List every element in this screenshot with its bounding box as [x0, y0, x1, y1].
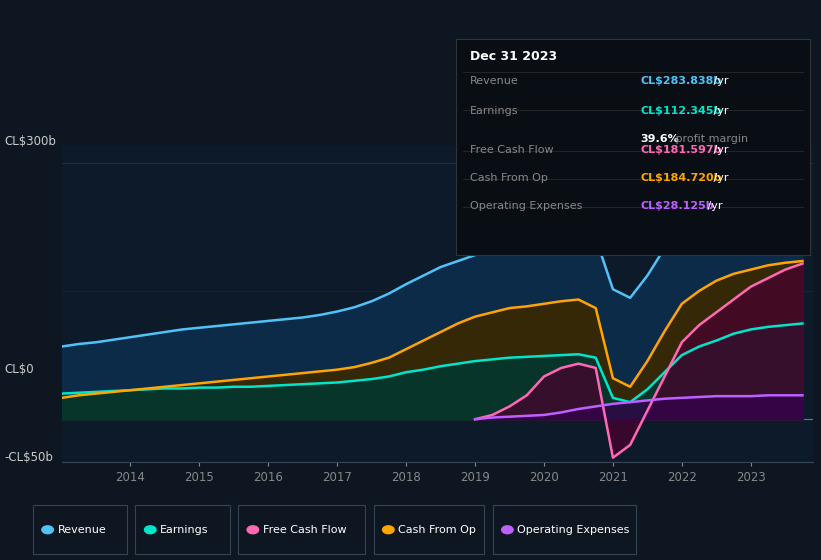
Text: CL$112.345b: CL$112.345b — [640, 106, 722, 116]
Text: profit margin: profit margin — [672, 134, 748, 144]
Text: Operating Expenses: Operating Expenses — [470, 201, 582, 211]
Text: Earnings: Earnings — [470, 106, 518, 116]
Text: -CL$50b: -CL$50b — [4, 451, 53, 464]
Text: Cash From Op: Cash From Op — [470, 173, 548, 183]
Text: CL$184.720b: CL$184.720b — [640, 173, 722, 183]
Text: CL$300b: CL$300b — [4, 136, 56, 148]
Text: /yr: /yr — [710, 145, 729, 155]
Text: CL$181.597b: CL$181.597b — [640, 145, 722, 155]
Text: /yr: /yr — [710, 106, 729, 116]
Text: Cash From Op: Cash From Op — [398, 525, 476, 535]
Text: Free Cash Flow: Free Cash Flow — [470, 145, 553, 155]
Text: 39.6%: 39.6% — [640, 134, 679, 144]
Text: Operating Expenses: Operating Expenses — [517, 525, 630, 535]
Text: CL$28.125b: CL$28.125b — [640, 201, 713, 211]
Text: /yr: /yr — [704, 201, 722, 211]
Text: Dec 31 2023: Dec 31 2023 — [470, 50, 557, 63]
Text: Free Cash Flow: Free Cash Flow — [263, 525, 346, 535]
Text: CL$283.838b: CL$283.838b — [640, 76, 722, 86]
Text: /yr: /yr — [710, 76, 729, 86]
Text: Earnings: Earnings — [160, 525, 209, 535]
Text: Revenue: Revenue — [57, 525, 106, 535]
Text: CL$0: CL$0 — [4, 363, 34, 376]
Text: Revenue: Revenue — [470, 76, 519, 86]
Text: /yr: /yr — [710, 173, 729, 183]
